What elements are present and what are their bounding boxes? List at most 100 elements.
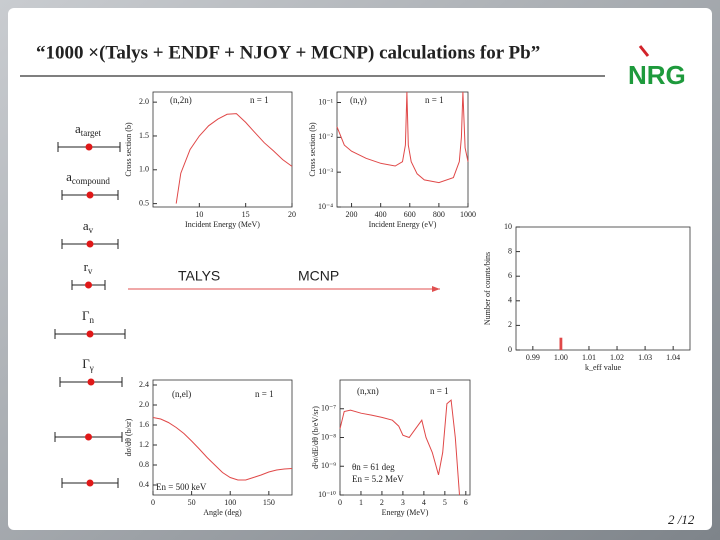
y-tick-label: 2.0 xyxy=(139,400,149,409)
x-tick-label: 4 xyxy=(422,498,426,507)
plot-frame xyxy=(152,91,293,208)
data-line xyxy=(336,91,469,184)
x-tick-label: 20 xyxy=(288,210,296,219)
annotation: n = 1 xyxy=(425,95,444,105)
x-tick-label: 15 xyxy=(242,210,250,219)
parameter-label: atarget xyxy=(75,121,102,138)
logo: NRG xyxy=(628,60,686,90)
parameter-symbol: Γ xyxy=(82,308,90,323)
x-tick-label: 50 xyxy=(188,498,196,507)
annotation: θn = 61 deg xyxy=(352,462,395,472)
parameter-subscript: v xyxy=(88,266,93,276)
x-tick-label: 1.03 xyxy=(638,353,652,362)
y-tick-label: 2.0 xyxy=(139,97,149,106)
y-tick-label: 10⁻¹ xyxy=(318,97,333,106)
y-tick-label: 0 xyxy=(508,345,512,354)
y-tick-label: 2 xyxy=(508,320,512,329)
annotation: (n,el) xyxy=(172,389,191,399)
x-tick-label: 3 xyxy=(401,498,405,507)
y-tick-label: 0.8 xyxy=(139,460,149,469)
x-tick-label: 0.99 xyxy=(526,353,540,362)
panel xyxy=(8,8,712,530)
parameter-subscript: target xyxy=(81,128,102,138)
flow-label: MCNP xyxy=(298,268,339,284)
plot-frame xyxy=(336,91,469,208)
y-tick-label: 2.4 xyxy=(139,380,149,389)
y-axis-label: d²σ/dE/dθ (b/eV/sr) xyxy=(311,406,320,469)
parameter-label: acompound xyxy=(66,169,110,186)
annotation: (n,xn) xyxy=(357,386,379,396)
y-tick-label: 10 xyxy=(504,222,512,231)
y-tick-label: 0.4 xyxy=(139,480,149,489)
logo-accent xyxy=(638,45,650,57)
x-tick-label: 0 xyxy=(338,498,342,507)
parameter-symbol: a xyxy=(66,169,72,184)
parameter-label: Γn xyxy=(82,308,95,325)
y-tick-label: 10⁻⁷ xyxy=(321,404,336,413)
y-tick-label: 8 xyxy=(508,246,512,255)
y-tick-label: 1.5 xyxy=(139,131,149,140)
x-tick-label: 2 xyxy=(380,498,384,507)
annotation: (n,γ) xyxy=(350,95,367,105)
x-axis-label: Angle (deg) xyxy=(203,508,242,517)
parameter-point xyxy=(87,378,95,386)
annotation: n = 1 xyxy=(430,386,449,396)
parameter-point xyxy=(85,281,92,289)
slide-title: “1000 ×(Talys + ENDF + NJOY + MCNP) calc… xyxy=(36,42,540,63)
x-tick-label: 200 xyxy=(346,210,358,219)
parameter-subscript: γ xyxy=(89,363,94,373)
y-tick-label: 1.6 xyxy=(139,420,149,429)
data-line xyxy=(175,113,293,204)
y-axis-label: Cross section (b) xyxy=(124,122,133,177)
annotation: En = 5.2 MeV xyxy=(352,474,404,484)
y-tick-label: 1.2 xyxy=(139,440,149,449)
y-tick-label: 10⁻² xyxy=(318,132,333,141)
y-axis-label: dσ/dθ (b/sr) xyxy=(124,418,133,456)
parameter-label: rv xyxy=(84,259,93,276)
annotation: n = 1 xyxy=(250,95,269,105)
x-axis-label: k_eff value xyxy=(585,363,622,372)
y-tick-label: 10⁻⁹ xyxy=(321,461,336,470)
parameter-point xyxy=(86,479,94,487)
annotation: En = 500 keV xyxy=(156,482,207,492)
y-tick-label: 0.5 xyxy=(139,198,149,207)
parameter-label: av xyxy=(83,218,94,235)
x-axis-label: Incident Energy (eV) xyxy=(369,220,437,229)
parameter-subscript: n xyxy=(90,315,95,325)
y-tick-label: 10⁻⁸ xyxy=(321,432,336,441)
plot-frame xyxy=(515,226,691,351)
x-axis-label: Incident Energy (MeV) xyxy=(185,220,260,229)
y-axis-label: Cross section (b) xyxy=(308,122,317,177)
y-tick-label: 10⁻³ xyxy=(318,167,333,176)
parameter-symbol: a xyxy=(83,218,89,233)
y-tick-label: 10⁻⁴ xyxy=(318,202,333,211)
flow-label: TALYS xyxy=(178,268,220,284)
parameter-point xyxy=(85,433,92,441)
y-axis-label: Number of counts/bins xyxy=(483,252,492,325)
parameter-point xyxy=(86,330,94,338)
parameter-point xyxy=(85,143,93,151)
x-tick-label: 100 xyxy=(224,498,236,507)
data-line xyxy=(339,399,460,496)
annotation: n = 1 xyxy=(255,389,274,399)
x-tick-label: 10 xyxy=(195,210,203,219)
x-tick-label: 600 xyxy=(404,210,416,219)
x-tick-label: 1.01 xyxy=(582,353,596,362)
parameter-point xyxy=(86,191,94,199)
x-tick-label: 0 xyxy=(151,498,155,507)
x-tick-label: 1000 xyxy=(460,210,476,219)
y-tick-label: 6 xyxy=(508,271,512,280)
parameter-subscript: v xyxy=(89,225,94,235)
x-axis-label: Energy (MeV) xyxy=(382,508,429,517)
parameter-symbol: r xyxy=(84,259,89,274)
parameter-label: Γγ xyxy=(82,356,94,373)
parameter-symbol: a xyxy=(75,121,81,136)
x-tick-label: 150 xyxy=(263,498,275,507)
y-tick-label: 4 xyxy=(508,296,512,305)
x-tick-label: 1.02 xyxy=(610,353,624,362)
flow-arrowhead xyxy=(432,286,440,292)
y-tick-label: 1.0 xyxy=(139,165,149,174)
x-tick-label: 1.00 xyxy=(554,353,568,362)
parameter-point xyxy=(86,240,94,248)
